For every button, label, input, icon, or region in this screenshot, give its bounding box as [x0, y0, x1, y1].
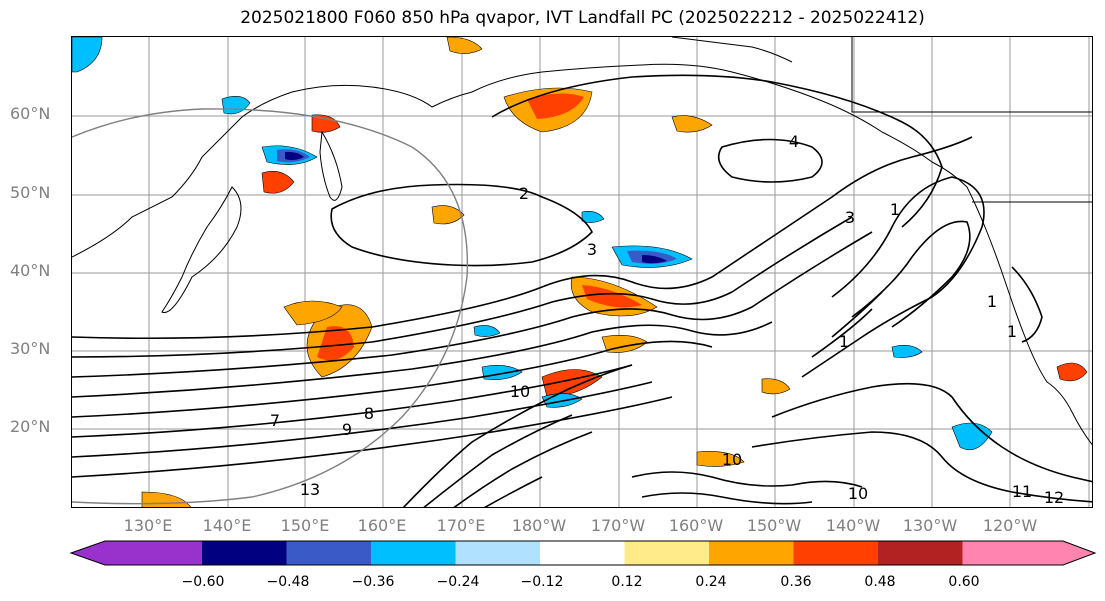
longitude-label: 140°W [825, 516, 881, 535]
longitude-label: 120°W [982, 516, 1038, 535]
contour-label: 1 [839, 332, 849, 351]
colorbar-tick: 0.36 [780, 574, 812, 590]
colorbar-tick: 0.48 [864, 574, 896, 590]
contour-label: 3 [587, 240, 597, 259]
contour-label: 13 [300, 480, 320, 499]
latitude-label: 60°N [10, 104, 51, 123]
colorbar-tick: 0.24 [695, 574, 727, 590]
map-svg: 2 4 3 3 7 8 9 10 10 10 11 12 13 1 1 1 1 [72, 37, 1092, 507]
longitude-label: 150°W [746, 516, 802, 535]
colorbar-segment [962, 541, 1095, 565]
colorbar-segment [624, 541, 710, 565]
colorbar-tick: −0.60 [181, 574, 225, 590]
colorbar [69, 540, 1097, 566]
colorbar-tick: −0.48 [266, 574, 310, 590]
colorbar-segment [540, 541, 625, 565]
colorbar-segment [455, 541, 541, 565]
longitude-label: 140°E [202, 516, 252, 535]
colorbar-outline [69, 540, 1097, 566]
colorbar-segment [371, 541, 456, 565]
contour-label: 9 [342, 420, 352, 439]
colorbar-segment [878, 541, 963, 565]
latitude-label: 30°N [10, 339, 51, 358]
contour-label: 12 [1044, 488, 1064, 507]
contour-label: 7 [270, 411, 280, 430]
colorbar-tick: −0.36 [351, 574, 395, 590]
longitude-label: 170°W [590, 516, 646, 535]
contour-label-layer: 2 4 3 3 7 8 9 10 10 10 11 12 13 1 1 1 1 [270, 132, 1064, 507]
contour-label: 1 [890, 200, 900, 219]
latitude-label: 50°N [10, 183, 51, 202]
colorbar-tick: −0.24 [436, 574, 480, 590]
contour-label: 10 [510, 382, 530, 401]
colorbar-segment [202, 541, 287, 565]
colorbar-segment [286, 541, 372, 565]
contour-label: 11 [1012, 482, 1032, 501]
map-title: 2025021800 F060 850 hPa qvapor, IVT Land… [240, 8, 925, 28]
coastlines [72, 37, 1092, 446]
projection-circle [72, 108, 469, 505]
contour-label: 1 [987, 292, 997, 311]
longitude-label: 130°W [902, 516, 958, 535]
longitude-label: 170°E [436, 516, 486, 535]
colorbar-tick: −0.12 [520, 574, 564, 590]
longitude-label: 150°E [280, 516, 330, 535]
ivt-contours [72, 74, 1092, 507]
colorbar-segment [709, 541, 794, 565]
colorbar-segment [71, 541, 202, 565]
longitude-label: 180°W [511, 516, 567, 535]
contour-label: 3 [845, 208, 855, 227]
longitude-label: 130°E [123, 516, 173, 535]
colorbar-segment [793, 541, 879, 565]
colorbar-tick: 0.12 [611, 574, 643, 590]
contour-label: 1 [1007, 322, 1017, 341]
contour-label: 10 [722, 450, 742, 469]
latitude-label: 40°N [10, 261, 51, 280]
map-panel: 2 4 3 3 7 8 9 10 10 10 11 12 13 1 1 1 1 [71, 36, 1093, 508]
longitude-label: 160°W [668, 516, 724, 535]
colorbar-tick: 0.60 [948, 574, 980, 590]
colorbar-segments [71, 541, 1095, 565]
contour-label: 10 [848, 484, 868, 503]
contour-label: 2 [519, 184, 529, 203]
contour-label: 4 [789, 132, 799, 151]
latitude-label: 20°N [10, 417, 51, 436]
longitude-label: 160°E [357, 516, 407, 535]
contour-label: 8 [364, 404, 374, 423]
